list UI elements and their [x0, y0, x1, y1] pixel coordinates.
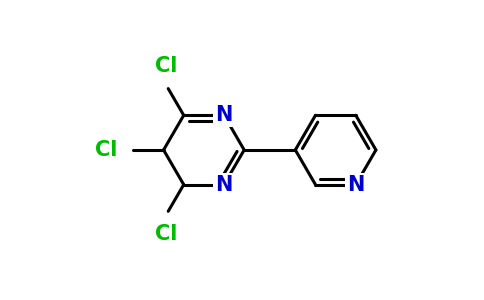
- Text: Cl: Cl: [155, 224, 178, 244]
- Text: N: N: [215, 175, 233, 195]
- Text: Cl: Cl: [95, 140, 117, 160]
- Text: Cl: Cl: [155, 56, 178, 76]
- Text: N: N: [347, 175, 364, 195]
- Text: N: N: [215, 105, 233, 125]
